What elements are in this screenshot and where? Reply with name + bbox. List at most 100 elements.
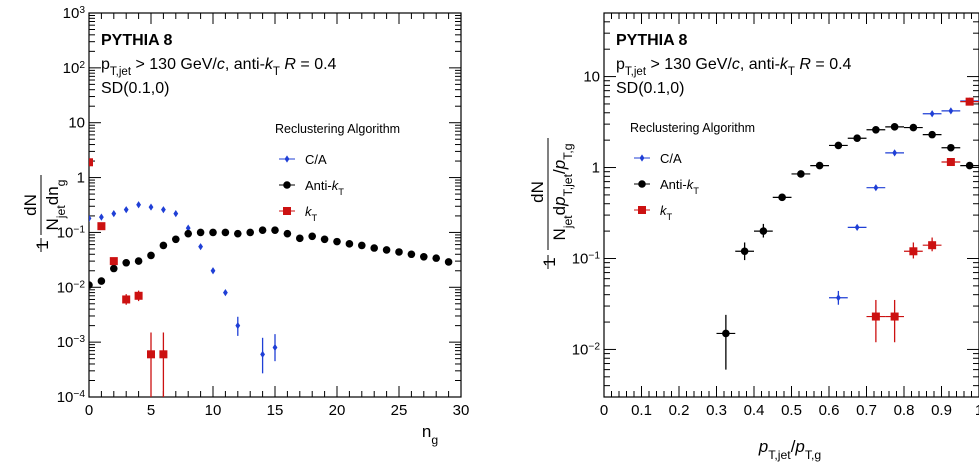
x-tick-label: 0.1 [631,402,652,419]
x-tick-label: 20 [329,402,346,419]
legend-entry: Anti-kT [279,178,344,197]
legend-entry: kT [279,204,318,223]
y-label-denominator: NjetdpT,jet/pT,g [550,143,575,240]
square-marker [283,207,291,215]
tick-exponent: 2 [79,59,85,70]
text-part: T,g [561,143,575,160]
circle-marker [910,124,918,132]
y-tick-label: 10 [68,115,85,132]
circle-marker [308,233,316,241]
square-marker [872,313,880,321]
right-panel: 00.10.20.30.40.50.60.70.80.9110−210−1110… [528,13,979,462]
text-part: = 0.4 [811,56,852,73]
square-marker [638,206,646,214]
text-part: C/A [660,151,682,166]
diamond-marker [235,322,240,329]
x-tick-label: 0.3 [706,402,727,419]
diamond-marker [198,243,203,250]
circle-marker [135,257,143,265]
diamond-marker [260,351,265,358]
circle-marker [172,235,180,243]
x-tick-label: 0.5 [781,402,802,419]
circle-marker [966,162,974,170]
text-part: R [284,56,296,73]
text-part: T,jet [110,66,132,78]
square-marker [928,241,936,249]
data-layer [717,97,979,369]
x-tick-label: 0 [600,402,608,419]
legend-label: kT [660,203,673,222]
text-part: N [43,218,62,230]
y-label-numerator: dN [528,181,547,203]
jet-selection-text: pT,jet > 130 GeV/c, anti-kT R = 0.4 [616,56,852,78]
text-part: T [338,187,344,197]
diamond-marker [855,224,860,231]
square-marker [947,158,955,166]
diamond-marker [173,210,178,217]
circle-marker [872,126,880,134]
y-tick-label: 10−3 [57,334,86,352]
circle-marker [234,230,242,238]
diamond-marker [223,289,228,296]
diamond-marker [99,214,104,221]
circle-marker [184,230,192,238]
circle-marker [947,144,955,152]
tick-exponent: −1 [588,250,600,261]
y-tick-label: 10−2 [57,279,86,297]
x-tick-label: 0.8 [894,402,915,419]
diamond-marker [285,155,290,162]
series-diamond [829,97,979,304]
diamond-marker [640,154,645,161]
circle-marker [296,235,304,243]
diamond-marker [873,184,878,191]
circle-marker [246,229,254,237]
softdrop-text: SD(0.1,0) [616,80,684,97]
circle-marker [370,244,378,252]
x-tick-label: 0.9 [931,402,952,419]
circle-marker [284,230,292,238]
y-tick-label: 1 [77,170,85,187]
circle-marker [432,254,440,262]
circle-marker [85,281,93,289]
x-axis-label-text: ng [422,422,438,447]
text-part: jet [54,205,68,220]
text-part: p [794,437,804,456]
text-part: T,g [805,448,822,462]
circle-marker [797,170,805,178]
series-circle [85,226,452,288]
text-part: = 0.4 [296,56,337,73]
diamond-marker [930,110,935,117]
series-circle [717,123,979,370]
circle-marker [853,134,861,142]
square-marker [135,292,143,300]
jet-selection-text: pT,jet > 130 GeV/c, anti-kT R = 0.4 [101,56,337,78]
text-part: T,jet [625,66,647,78]
square-marker [909,247,917,255]
square-marker [147,350,155,358]
square-marker [159,350,167,358]
circle-marker [816,162,824,170]
square-marker [110,257,118,265]
x-tick-label: 15 [267,402,284,419]
diamond-marker [273,344,278,351]
square-marker [97,222,105,230]
x-tick-label: 0.2 [669,402,690,419]
square-marker [891,313,899,321]
text-part: g [54,179,68,186]
circle-marker [383,246,391,254]
tick-exponent: −1 [73,224,85,235]
data-layer [85,158,452,397]
tick-exponent: 3 [79,5,85,16]
x-tick-label: 1 [975,402,979,419]
circle-marker [346,240,354,248]
circle-marker [420,253,428,261]
circle-marker [778,194,786,202]
circle-marker [283,181,291,189]
y-tick-label: 102 [63,59,86,77]
text-part: jet [561,215,575,230]
circle-marker [741,247,749,255]
text-part: T [788,66,795,78]
circle-marker [98,277,106,285]
